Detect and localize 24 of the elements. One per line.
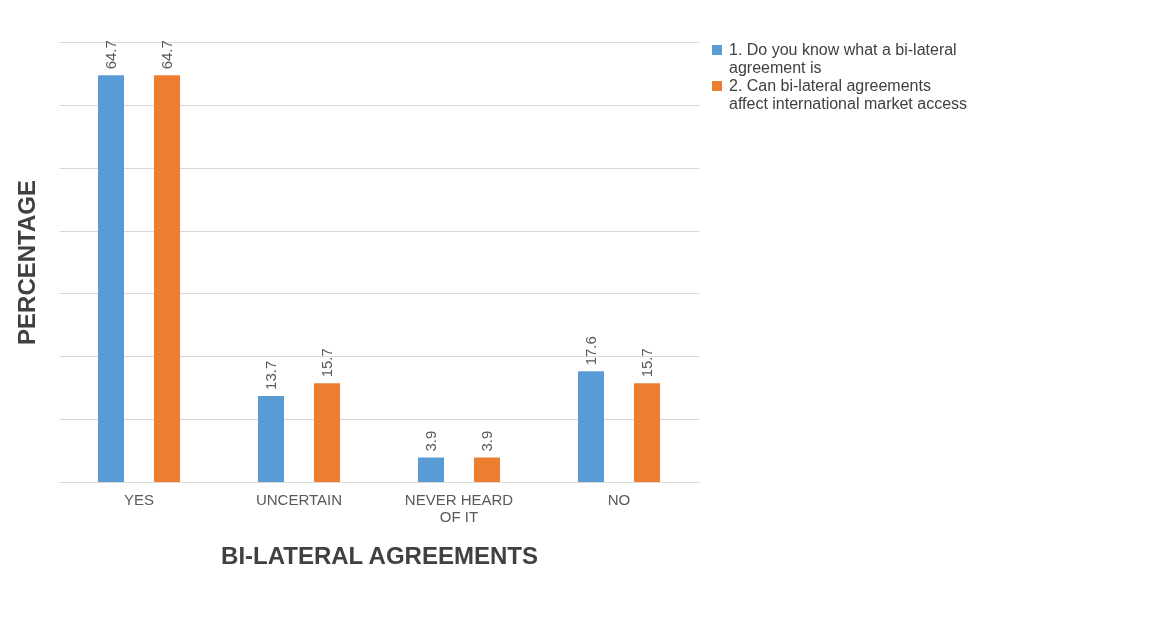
bar xyxy=(98,75,124,482)
bar xyxy=(578,371,604,482)
bar xyxy=(154,75,180,482)
data-label: 64.7 xyxy=(102,40,119,70)
bar xyxy=(258,395,284,482)
x-tick-label: YES xyxy=(123,490,155,508)
bar xyxy=(474,457,500,482)
y-axis-title: PERCENTAGE xyxy=(12,180,40,345)
data-label: 64.7 xyxy=(158,40,175,70)
x-tick-label: UNCERTAIN xyxy=(255,490,343,508)
bar xyxy=(418,457,444,482)
data-label: 17.6 xyxy=(582,336,599,366)
data-label: 3.9 xyxy=(422,430,439,452)
data-label: 13.7 xyxy=(262,360,279,390)
x-axis-title: BI-LATERAL AGREEMENTS xyxy=(221,541,538,569)
data-label: 15.7 xyxy=(638,348,655,378)
x-tick-label: NO xyxy=(607,490,631,508)
legend-label: 1. Do you know what a bi-lateral agreement is xyxy=(729,41,957,76)
legend-label: 2. Can bi-lateral agreements affect international market access xyxy=(729,77,968,112)
data-label: 15.7 xyxy=(318,348,335,378)
bar xyxy=(314,383,340,482)
x-tick-label: NEVER HEARD OF IT xyxy=(404,490,514,525)
bar xyxy=(634,383,660,482)
data-label: 3.9 xyxy=(478,430,495,452)
